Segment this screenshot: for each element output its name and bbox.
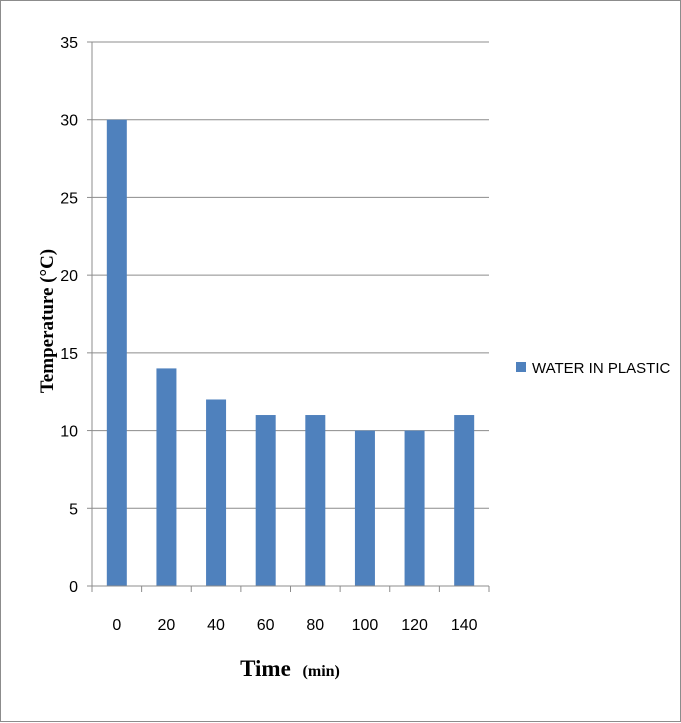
- y-tick-labels: 0 5 10 15 20 25 30 35: [60, 35, 78, 596]
- x-axis-unit: (min): [303, 663, 340, 680]
- y-tick-label: 5: [69, 501, 78, 518]
- y-tick-label: 10: [60, 424, 78, 441]
- x-tick-label: 120: [401, 617, 428, 634]
- y-tick-label: 30: [60, 113, 78, 130]
- bar: [156, 368, 177, 586]
- y-tick-label: 20: [60, 268, 78, 285]
- x-tick-label: 40: [207, 617, 225, 634]
- legend: WATER IN PLASTIC: [516, 360, 671, 377]
- y-tick-label: 25: [60, 190, 78, 207]
- gridlines: [92, 41, 489, 509]
- y-tick-label: 35: [60, 35, 78, 52]
- bar: [106, 119, 127, 586]
- x-tick-label: 80: [306, 617, 324, 634]
- y-tick-label: 0: [69, 579, 78, 596]
- bar: [255, 415, 276, 586]
- x-tick-label: 0: [112, 617, 121, 634]
- bar: [305, 415, 326, 586]
- bar: [206, 399, 227, 586]
- bar: [404, 430, 425, 586]
- bar: [354, 430, 375, 586]
- x-tick-label: 100: [352, 617, 379, 634]
- legend-label: WATER IN PLASTIC: [532, 360, 671, 377]
- x-axis-label: Time (min): [240, 656, 340, 681]
- bars: [106, 119, 475, 586]
- x-tick-label: 140: [451, 617, 478, 634]
- x-tick-label: 20: [158, 617, 176, 634]
- y-tick-label: 15: [60, 346, 78, 363]
- x-tick-label: 60: [257, 617, 275, 634]
- y-axis-label: Temperature (°C): [37, 249, 58, 393]
- legend-swatch: [516, 362, 526, 372]
- bar: [454, 415, 475, 586]
- x-axis-label-text: Time: [240, 656, 291, 681]
- axes: [87, 41, 490, 592]
- x-tick-labels: 0 20 40 60 80 100 120 140: [112, 617, 477, 634]
